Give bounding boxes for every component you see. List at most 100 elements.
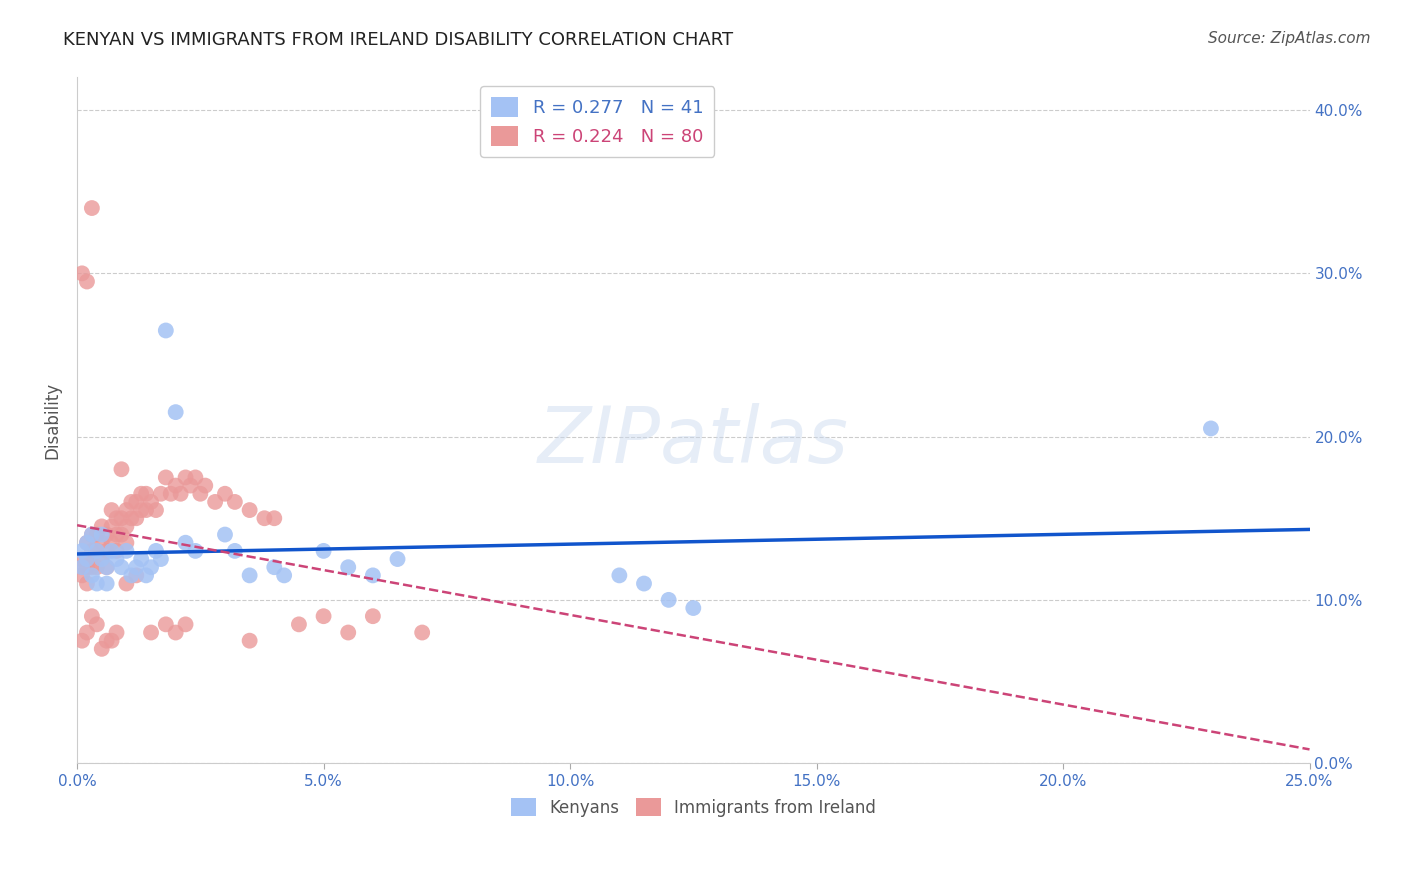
Point <box>149 552 172 566</box>
Point <box>90 641 112 656</box>
Point <box>125 560 148 574</box>
Point <box>115 535 138 549</box>
Point <box>70 266 93 280</box>
Point <box>174 617 197 632</box>
Point <box>105 552 128 566</box>
Point <box>115 519 138 533</box>
Point <box>239 568 262 582</box>
Point <box>129 552 152 566</box>
Point <box>90 535 112 549</box>
Point <box>139 625 162 640</box>
Point <box>174 470 197 484</box>
Point <box>633 576 655 591</box>
Point <box>125 511 148 525</box>
Point <box>224 544 246 558</box>
Point <box>214 487 236 501</box>
Text: ZIPatlas: ZIPatlas <box>538 403 849 479</box>
Point <box>145 544 167 558</box>
Point <box>105 511 128 525</box>
Point <box>361 609 384 624</box>
Point <box>80 201 103 215</box>
Point <box>76 552 98 566</box>
Point <box>110 560 132 574</box>
Point <box>129 503 152 517</box>
Point <box>188 487 211 501</box>
Point <box>90 527 112 541</box>
Point <box>100 633 122 648</box>
Point <box>155 470 177 484</box>
Point <box>312 609 335 624</box>
Point <box>70 560 93 574</box>
Point <box>682 601 704 615</box>
Point <box>1199 421 1222 435</box>
Point <box>155 617 177 632</box>
Point <box>194 478 217 492</box>
Point <box>135 503 157 517</box>
Point <box>155 324 177 338</box>
Point <box>96 560 118 574</box>
Point <box>337 625 360 640</box>
Point <box>125 568 148 582</box>
Point <box>120 511 142 525</box>
Point <box>239 633 262 648</box>
Point <box>165 625 187 640</box>
Point <box>263 560 285 574</box>
Point <box>139 560 162 574</box>
Point <box>80 568 103 582</box>
Point <box>337 560 360 574</box>
Point <box>86 527 108 541</box>
Point <box>214 527 236 541</box>
Point <box>361 568 384 582</box>
Point <box>80 609 103 624</box>
Point <box>100 503 122 517</box>
Y-axis label: Disability: Disability <box>44 382 60 458</box>
Point <box>110 527 132 541</box>
Point <box>90 519 112 533</box>
Point <box>253 511 276 525</box>
Point <box>86 544 108 558</box>
Point <box>125 495 148 509</box>
Point <box>110 462 132 476</box>
Point <box>609 568 631 582</box>
Point <box>70 544 93 558</box>
Point <box>80 527 103 541</box>
Point <box>96 633 118 648</box>
Point <box>110 511 132 525</box>
Point <box>86 617 108 632</box>
Point <box>239 503 262 517</box>
Point <box>135 487 157 501</box>
Point <box>76 576 98 591</box>
Point <box>165 478 187 492</box>
Point <box>100 544 122 558</box>
Point <box>80 544 103 558</box>
Point <box>411 625 433 640</box>
Point <box>165 405 187 419</box>
Point <box>129 487 152 501</box>
Point <box>76 560 98 574</box>
Point <box>105 527 128 541</box>
Point <box>115 544 138 558</box>
Point <box>76 535 98 549</box>
Point <box>76 552 98 566</box>
Point <box>120 495 142 509</box>
Point <box>159 487 181 501</box>
Point <box>100 519 122 533</box>
Point <box>105 625 128 640</box>
Point <box>70 568 93 582</box>
Point <box>312 544 335 558</box>
Point <box>76 275 98 289</box>
Point <box>96 544 118 558</box>
Point <box>184 470 207 484</box>
Point <box>70 552 93 566</box>
Point <box>90 552 112 566</box>
Point <box>149 487 172 501</box>
Point <box>288 617 311 632</box>
Point <box>80 527 103 541</box>
Point <box>184 544 207 558</box>
Legend: Kenyans, Immigrants from Ireland: Kenyans, Immigrants from Ireland <box>503 791 883 823</box>
Point <box>96 560 118 574</box>
Point <box>204 495 226 509</box>
Point <box>70 633 93 648</box>
Point <box>80 560 103 574</box>
Point <box>263 511 285 525</box>
